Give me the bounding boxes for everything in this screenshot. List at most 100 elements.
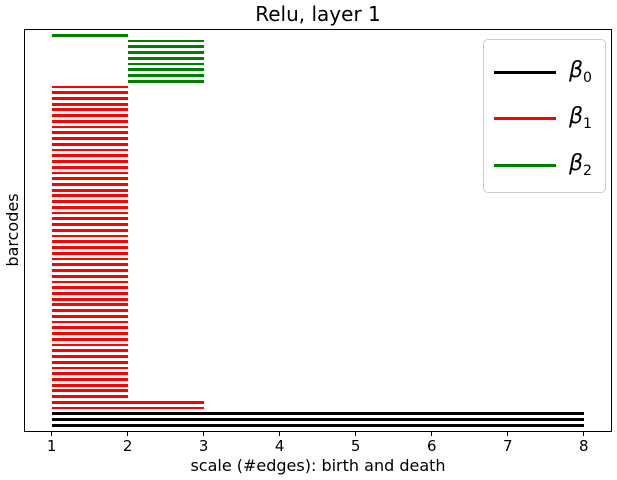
barcode-bar-beta1 (51, 142, 128, 146)
legend-label: β0 (569, 57, 592, 86)
barcode-bar-beta1 (51, 102, 128, 106)
barcode-bar-beta1 (51, 131, 128, 135)
y-axis-label: barcodes (3, 193, 23, 267)
x-tick (431, 432, 433, 436)
barcode-bar-beta1 (51, 194, 128, 198)
legend-line-swatch (494, 163, 556, 167)
barcode-bar-beta1 (51, 297, 128, 301)
barcode-bar-beta1 (51, 378, 128, 381)
x-tick (507, 432, 509, 436)
legend-label: β1 (569, 106, 592, 131)
chart-title: Relu, layer 1 (255, 2, 381, 26)
barcode-bar-beta1 (51, 148, 128, 152)
barcode-bar-beta1 (51, 240, 128, 244)
barcode-bar-beta1 (51, 372, 128, 376)
barcode-bar-beta1 (51, 360, 128, 364)
x-tick-label: 3 (198, 437, 209, 455)
barcode-bar-beta1 (51, 395, 128, 399)
x-tick (51, 432, 53, 436)
barcode-bar-beta1 (51, 314, 128, 318)
barcode-bar-beta1 (51, 188, 128, 192)
x-tick-label: 6 (426, 437, 437, 455)
legend-entry: β2 (494, 142, 605, 189)
barcode-bar-beta1 (51, 366, 128, 370)
barcode-bar-beta1 (51, 343, 128, 347)
barcode-bar-beta0 (51, 418, 584, 421)
barcode-bar-beta2 (127, 62, 204, 66)
barcode-bar-beta1 (51, 205, 128, 209)
barcode-bar-beta2 (127, 74, 204, 77)
barcode-bar-beta1 (51, 389, 128, 393)
beta-symbol: β (569, 151, 584, 177)
barcode-bar-beta1 (51, 183, 128, 186)
barcode-bar-beta1 (51, 326, 128, 330)
beta-subscript: 1 (583, 116, 592, 133)
barcode-bar-beta1 (51, 114, 128, 117)
barcode-bar-beta1 (51, 119, 128, 123)
barcode-bar-beta2 (127, 45, 204, 49)
barcode-bar-beta1 (51, 108, 128, 112)
barcode-bar-beta1 (51, 355, 128, 358)
barcode-bar-beta1 (51, 160, 128, 163)
legend-entry: β1 (494, 96, 605, 143)
barcode-bar-beta1 (51, 246, 128, 249)
barcode-bar-beta1 (51, 165, 128, 169)
barcode-bar-beta1 (51, 274, 128, 278)
barcode-bar-beta1 (51, 251, 128, 255)
barcode-bar-beta1 (51, 91, 128, 95)
barcode-bar-beta1 (51, 383, 128, 387)
barcode-bar-beta1 (51, 269, 128, 272)
barcode-bar-beta1 (51, 332, 128, 335)
x-tick (583, 432, 585, 436)
legend-line-swatch (494, 117, 556, 121)
legend: β0 β1 β2 (483, 39, 606, 193)
barcode-bar-beta1 (51, 400, 204, 404)
beta-symbol: β (569, 57, 584, 83)
legend-entry: β0 (494, 49, 605, 96)
x-tick (127, 432, 129, 436)
barcode-bar-beta1 (51, 177, 128, 181)
barcode-bar-beta1 (51, 286, 128, 290)
x-tick-label: 2 (122, 437, 133, 455)
barcode-bar-beta1 (51, 320, 128, 324)
beta-subscript: 2 (583, 162, 592, 179)
barcode-bar-beta1 (51, 200, 128, 204)
barcode-bar-beta1 (51, 154, 128, 158)
barcode-bar-beta1 (51, 337, 128, 341)
barcode-bar-beta0 (51, 423, 584, 427)
barcode-bar-beta2 (127, 39, 204, 43)
barcode-bar-beta2 (51, 33, 128, 37)
barcode-bar-beta1 (51, 349, 128, 353)
barcode-bar-beta1 (51, 234, 128, 238)
barcode-bar-beta1 (51, 309, 128, 312)
barcode-bar-beta1 (51, 96, 128, 100)
barcode-bar-beta1 (51, 303, 128, 307)
barcode-bar-beta2 (127, 51, 204, 54)
barcode-bars-layer (25, 30, 611, 431)
x-tick (203, 432, 205, 436)
barcode-bar-beta1 (51, 85, 128, 89)
x-axis-label: scale (#edges): birth and death (190, 456, 446, 475)
x-tick-label: 1 (46, 437, 57, 455)
barcode-bar-beta1 (51, 171, 128, 175)
beta-symbol: β (569, 104, 584, 130)
x-tick (355, 432, 357, 436)
x-tick-label: 5 (350, 437, 361, 455)
barcode-bar-beta1 (51, 217, 128, 221)
x-tick-label: 8 (579, 437, 589, 455)
barcode-bar-beta1 (51, 223, 128, 226)
barcode-bar-beta2 (127, 68, 204, 72)
barcode-bar-beta1 (51, 291, 128, 295)
barcode-bar-beta1 (51, 257, 128, 261)
legend-line-swatch (494, 70, 556, 74)
legend-label: β2 (569, 153, 592, 178)
barcode-bar-beta1 (51, 406, 204, 410)
x-tick-label: 4 (274, 437, 285, 455)
barcode-bar-beta1 (51, 211, 128, 215)
x-tick (279, 432, 281, 436)
beta-subscript: 0 (583, 69, 592, 86)
barcode-bar-beta1 (51, 263, 128, 267)
barcode-bar-beta1 (51, 137, 128, 140)
x-tick-label: 7 (502, 437, 513, 455)
